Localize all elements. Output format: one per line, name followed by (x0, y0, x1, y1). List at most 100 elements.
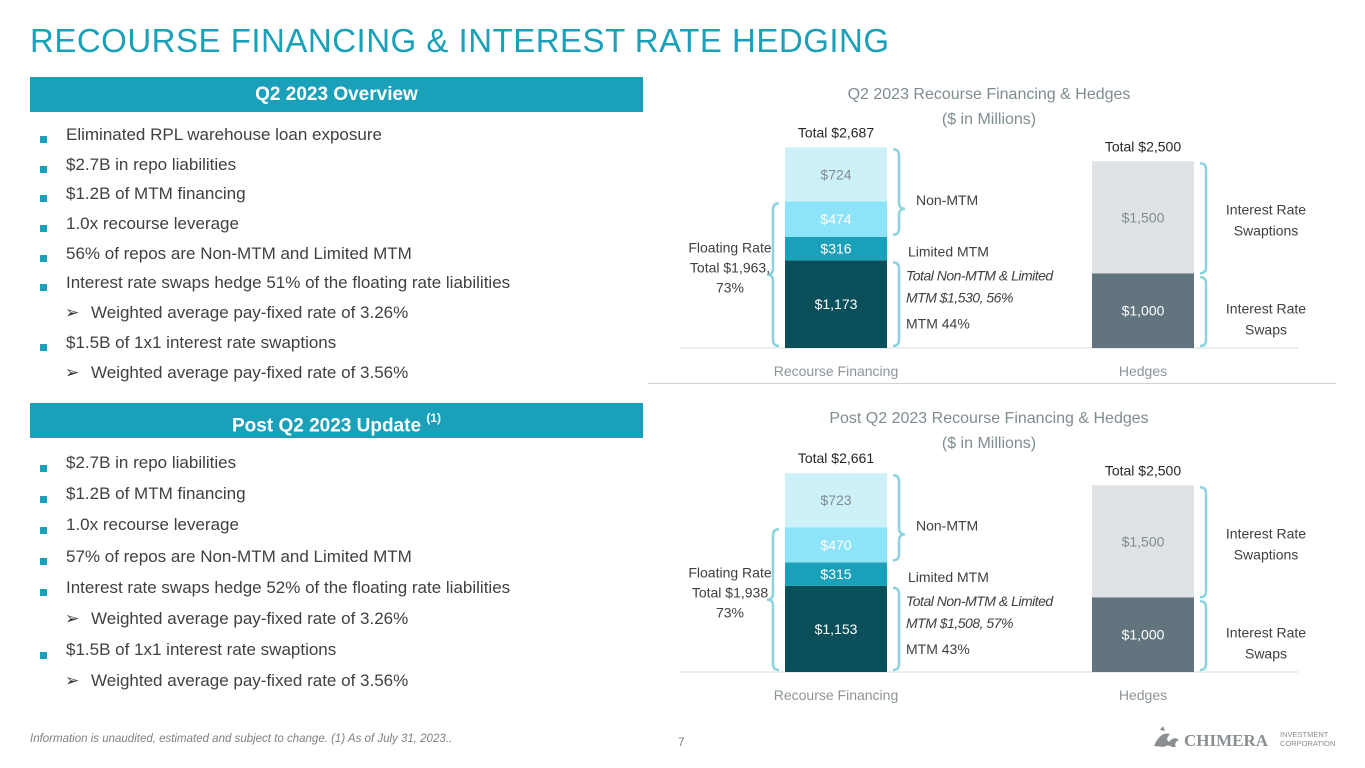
section-divider (648, 383, 1336, 384)
chart-subtitle: ($ in Millions) (942, 111, 1036, 128)
x-axis-tick-label: Recourse Financing (774, 363, 899, 379)
bar-total-label: Total $2,661 (798, 450, 874, 466)
floating-rate-label: Total $1,963, (690, 260, 770, 276)
x-axis-tick-label: Recourse Financing (774, 687, 899, 703)
bar-value-label: $1,000 (1122, 303, 1165, 319)
bar-segment-interest-rate-swaptions (1092, 485, 1194, 598)
q2-overview-list: Eliminated RPL warehouse loan exposure $2… (40, 124, 640, 391)
bar-value-label: $1,500 (1122, 209, 1165, 225)
mtm-bracket (892, 586, 901, 672)
bullet-item: 56% of repos are Non-MTM and Limited MTM (40, 243, 640, 273)
bar-value-label: $1,173 (815, 296, 858, 312)
post-q2-update-list: $2.7B in repo liabilities $1.2B of MTM fi… (40, 452, 640, 702)
bar-total-label: Total $2,687 (798, 124, 874, 140)
bar-segment-limited-mtm-additional- (785, 201, 887, 237)
bar-value-label: $1,500 (1122, 533, 1165, 549)
bullet-item: $1.2B of MTM financing (40, 483, 640, 514)
chart-subtitle: ($ in Millions) (942, 435, 1036, 452)
floating-rate-label: Floating Rate (688, 565, 771, 581)
bullet-item: 57% of repos are Non-MTM and Limited MTM (40, 546, 640, 577)
bullet-item: 1.0x recourse leverage (40, 213, 640, 243)
bar-segment-limited-mtm (785, 236, 887, 261)
x-axis-tick-label: Hedges (1119, 363, 1167, 379)
total-non-mtm-label: Total Non-MTM & Limited (906, 267, 1054, 283)
sub-bullet-item: Weighted average pay-fixed rate of 3.56% (40, 670, 640, 701)
bar-segment-mtm (785, 260, 887, 348)
bar-segment-interest-rate-swaps (1092, 273, 1194, 348)
mtm-bracket (892, 261, 901, 348)
non-mtm-bracket (892, 473, 906, 562)
floating-rate-label: Floating Rate (688, 240, 771, 256)
swaps-bracket (1199, 276, 1208, 348)
total-non-mtm-value: MTM $1,508, 57% (906, 615, 1013, 631)
floating-rate-label: 73% (716, 280, 744, 296)
swaps-label: Swaps (1245, 645, 1287, 661)
swaps-label: Interest Rate (1226, 624, 1306, 640)
swaptions-label: Interest Rate (1226, 525, 1306, 541)
post-q2-banner-footnote-ref: (1) (426, 411, 441, 425)
sub-bullet-item: Weighted average pay-fixed rate of 3.26% (40, 608, 640, 639)
q2-overview-banner-text: Q2 2023 Overview (255, 84, 418, 105)
post-q2-update-banner: Post Q2 2023 Update (1) (30, 403, 643, 438)
swaptions-label: Swaptions (1234, 546, 1299, 562)
bullet-item: $2.7B in repo liabilities (40, 452, 640, 483)
chart-title: Post Q2 2023 Recourse Financing & Hedges (829, 410, 1148, 427)
non-mtm-bracket (892, 148, 906, 237)
sub-bullet-item: Weighted average pay-fixed rate of 3.56% (40, 362, 640, 392)
bar-segment-interest-rate-swaps (1092, 597, 1194, 672)
bullet-item: $1.5B of 1x1 interest rate swaptions (40, 639, 640, 670)
logo-tag-top: INVESTMENT (1280, 730, 1329, 739)
swaptions-label: Swaptions (1234, 222, 1299, 238)
bar-value-label: $315 (820, 566, 851, 582)
page-title: RECOURSE FINANCING & INTEREST RATE HEDGI… (30, 22, 890, 59)
bullet-item: $1.2B of MTM financing (40, 183, 640, 213)
post-q2-financing-hedges-chart: Post Q2 2023 Recourse Financing & Hedges… (680, 410, 1306, 703)
swaptions-label: Interest Rate (1226, 201, 1306, 217)
chart-title: Q2 2023 Recourse Financing & Hedges (848, 86, 1131, 103)
swaptions-bracket (1199, 486, 1208, 599)
bar-segment-limited-mtm-additional- (785, 527, 887, 563)
floating-rate-bracket (766, 527, 780, 672)
limited-mtm-label: Limited MTM (908, 243, 989, 259)
x-axis-tick-label: Hedges (1119, 687, 1167, 703)
post-q2-banner-text: Post Q2 2023 Update (232, 415, 422, 437)
bar-segment-limited-mtm (785, 562, 887, 586)
bullet-item: Eliminated RPL warehouse loan exposure (40, 124, 640, 154)
footnote: Information is unaudited, estimated and … (30, 733, 453, 745)
bar-segment-interest-rate-swaptions (1092, 161, 1194, 274)
bar-segment-mtm (785, 585, 887, 672)
bar-total-label: Total $2,500 (1105, 138, 1181, 154)
bar-value-label: $723 (820, 492, 851, 508)
bar-value-label: $1,000 (1122, 627, 1165, 643)
swaps-label: Interest Rate (1226, 300, 1306, 316)
bar-value-label: $470 (820, 537, 851, 553)
bar-segment-non-mtm (785, 147, 887, 202)
bar-total-label: Total $2,500 (1105, 462, 1181, 478)
floating-rate-label: Total $1,938 (692, 585, 768, 601)
bullet-item: $1.5B of 1x1 interest rate swaptions (40, 332, 640, 362)
bullet-item: $2.7B in repo liabilities (40, 154, 640, 184)
limited-mtm-label: Limited MTM (908, 569, 989, 585)
bar-value-label: $474 (820, 211, 851, 227)
q2-overview-banner: Q2 2023 Overview (30, 77, 643, 112)
bar-value-label: $724 (820, 166, 851, 182)
logo-wordmark: CHIMERA (1184, 731, 1269, 750)
bullet-item: 1.0x recourse leverage (40, 514, 640, 545)
bullet-item: Interest rate swaps hedge 51% of the flo… (40, 272, 640, 302)
bar-value-label: $1,153 (815, 621, 858, 637)
logo-tag-bottom: CORPORATION (1280, 739, 1335, 748)
floating-rate-label: 73% (716, 605, 744, 621)
mtm-label: MTM 43% (906, 641, 970, 657)
mtm-label: MTM 44% (906, 315, 970, 331)
swaptions-bracket (1199, 162, 1208, 275)
swaps-label: Swaps (1245, 321, 1287, 337)
non-mtm-label: Non-MTM (916, 517, 978, 533)
floating-rate-bracket (766, 202, 780, 348)
chimera-logo: CHIMERA INVESTMENT CORPORATION (1154, 726, 1335, 750)
non-mtm-label: Non-MTM (916, 192, 978, 208)
bar-value-label: $316 (820, 241, 851, 257)
total-non-mtm-label: Total Non-MTM & Limited (906, 593, 1054, 609)
bar-segment-non-mtm (785, 473, 887, 528)
page-number: 7 (678, 735, 685, 749)
bullet-item: Interest rate swaps hedge 52% of the flo… (40, 577, 640, 608)
